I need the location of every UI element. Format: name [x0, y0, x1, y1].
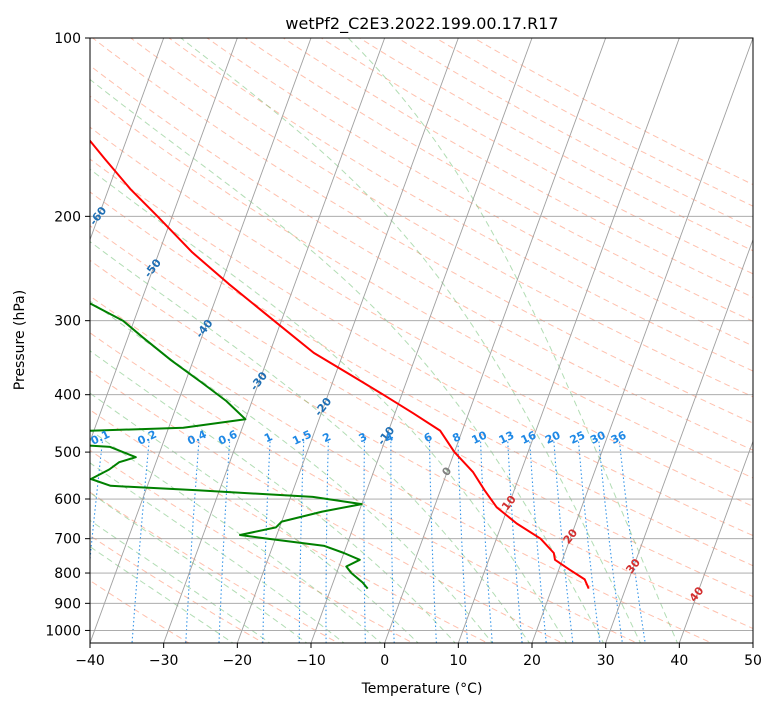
- moist-adiabat-line: [0, 38, 494, 645]
- isotherm-label: 20: [561, 526, 581, 546]
- mixing-ratio-line: [364, 442, 365, 646]
- x-tick-label: −10: [296, 653, 326, 669]
- mixing-ratio-label: 25: [568, 429, 587, 447]
- dry-adiabat-line: [0, 25, 775, 644]
- moist-adiabat-line: [0, 38, 273, 645]
- mixing-ratio-line: [391, 442, 394, 646]
- isotherm-line: [237, 38, 458, 643]
- y-axis-ticks: 100 200 300 400 500 600 700 800 900 1000: [45, 31, 90, 639]
- mixing-ratio-label: 3: [357, 430, 369, 445]
- dry-adiabat-line: [0, 25, 640, 644]
- isotherm-label: -20: [312, 395, 335, 419]
- mixing-ratio-label: 36: [609, 428, 629, 446]
- mixing-ratio-line: [481, 442, 493, 646]
- y-tick-label: 500: [54, 445, 81, 461]
- y-tick-label: 800: [54, 566, 81, 582]
- isotherm-label: -70: [31, 154, 54, 178]
- isotherm-line: [16, 38, 237, 643]
- dry-adiabat-line: [76, 25, 775, 644]
- x-tick-label: 30: [597, 653, 615, 669]
- mixing-ratio-line: [599, 442, 623, 646]
- mixing-ratio-line: [508, 442, 523, 646]
- dry-adiabat-line: [0, 25, 775, 644]
- x-tick-label: −40: [75, 653, 105, 669]
- dry-adiabat-line: [376, 25, 775, 644]
- isotherm-line: [385, 38, 606, 643]
- mixing-ratio-lines: [82, 442, 646, 646]
- x-tick-label: 0: [380, 653, 389, 669]
- y-tick-label: 200: [54, 209, 81, 225]
- plot-area: -100-90-80-70-60-50-40-30-20-10010203040…: [0, 25, 775, 646]
- dry-adiabat-line: [0, 25, 775, 644]
- mixing-ratio-line: [326, 442, 328, 646]
- dry-adiabat-line: [0, 25, 775, 644]
- dry-adiabat-line: [339, 25, 775, 644]
- dry-adiabat-line: [414, 25, 775, 644]
- mixing-ratio-line: [263, 442, 270, 646]
- y-tick-label: 100: [54, 31, 81, 47]
- isotherm-line: [532, 38, 753, 643]
- dry-adiabat-line: [0, 25, 775, 644]
- x-tick-label: 10: [449, 653, 467, 669]
- isotherm-label: -50: [141, 256, 164, 280]
- moist-adiabat-line: [0, 38, 347, 645]
- dry-adiabat-line: [38, 25, 775, 644]
- isotherm-line: [753, 38, 775, 643]
- x-tick-label: −20: [223, 653, 253, 669]
- isotherm-label: -30: [248, 369, 271, 393]
- mixing-ratio-label: 6: [422, 430, 435, 445]
- mixing-ratio-line: [82, 442, 103, 646]
- x-axis-title: Temperature (°C): [361, 681, 483, 697]
- isotherm-line: [606, 38, 775, 643]
- y-tick-label: 600: [54, 492, 81, 508]
- y-tick-label: 900: [54, 596, 81, 612]
- chart-title: wetPf2_C2E3.2022.199.00.17.R17: [285, 14, 558, 34]
- moist-adiabat-line: [348, 38, 678, 645]
- y-tick-label: 1000: [45, 623, 81, 639]
- dry-adiabats: [0, 25, 775, 644]
- dry-adiabat-line: [301, 25, 775, 644]
- isotherm-line: [164, 38, 385, 643]
- mixing-ratio-label: 0.2: [136, 428, 159, 448]
- mixing-ratio-label: 1: [262, 430, 274, 445]
- dry-adiabat-line: [0, 25, 266, 644]
- mixing-ratio-line: [132, 442, 149, 646]
- y-axis-title: Pressure (hPa): [12, 290, 28, 390]
- y-tick-label: 700: [54, 532, 81, 548]
- moist-adiabat-line: [0, 38, 421, 645]
- mixing-ratio-line: [186, 442, 199, 646]
- isotherm-label: 10: [499, 493, 519, 513]
- x-tick-label: 40: [670, 653, 688, 669]
- isotherm-label: 40: [687, 584, 707, 604]
- mixing-ratio-line: [579, 442, 601, 646]
- x-tick-label: −30: [149, 653, 179, 669]
- isotherm-line: [679, 38, 775, 643]
- y-tick-label: 400: [54, 388, 81, 404]
- dry-adiabat-line: [0, 25, 341, 644]
- x-tick-label: 20: [523, 653, 541, 669]
- dry-adiabat-line: [226, 25, 775, 644]
- isotherm-label: 0: [439, 464, 454, 478]
- dry-adiabat-line: [451, 25, 775, 644]
- y-tick-label: 300: [54, 314, 81, 330]
- mixing-ratio-line: [219, 442, 230, 646]
- dry-adiabat-line: [0, 25, 191, 644]
- mixing-ratio-label: 8: [450, 430, 462, 445]
- mixing-ratio-label: 2: [321, 430, 333, 445]
- mixing-ratio-line: [458, 442, 468, 646]
- mixing-ratio-label: 0.4: [185, 428, 208, 448]
- isotherm-line: [458, 38, 679, 643]
- x-axis-ticks: −40 −30 −20 −10 0 10 20 30 40 50: [75, 643, 762, 669]
- x-tick-label: 50: [744, 653, 762, 669]
- dry-adiabat-line: [0, 25, 775, 644]
- isotherm-line: [90, 38, 311, 643]
- dry-adiabat-line: [0, 25, 490, 644]
